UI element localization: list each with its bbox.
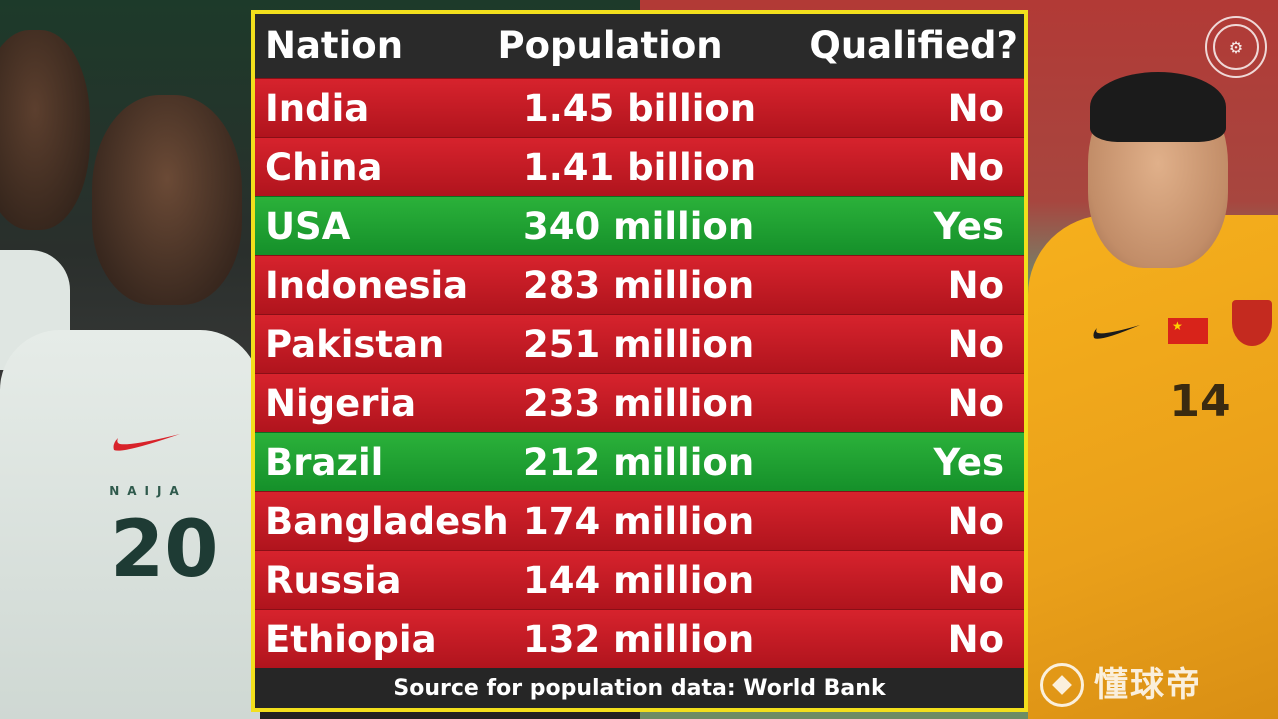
nation-cell: Pakistan <box>265 322 445 366</box>
qualified-cell: No <box>947 86 1004 130</box>
team-crest-icon <box>1232 300 1272 346</box>
population-cell: 251 million <box>523 322 755 366</box>
population-cell: 174 million <box>523 499 755 543</box>
qualified-cell: No <box>947 617 1004 661</box>
swoosh-icon <box>1093 325 1140 339</box>
population-cell: 340 million <box>523 204 755 248</box>
qualified-cell: No <box>947 145 1004 189</box>
table-row: Ethiopia 132 million No <box>255 609 1024 668</box>
qualified-cell: No <box>947 263 1004 307</box>
table-row: Bangladesh 174 million No <box>255 491 1024 550</box>
china-flag-icon: ★ <box>1168 318 1208 344</box>
circular-logo-icon: ⚙ <box>1205 16 1267 78</box>
population-cell: 212 million <box>523 440 755 484</box>
qualified-cell: No <box>947 322 1004 366</box>
swoosh-icon <box>113 434 180 451</box>
table-row: Pakistan 251 million No <box>255 314 1024 373</box>
qualified-cell: Yes <box>933 204 1004 248</box>
nation-cell: Ethiopia <box>265 617 437 661</box>
watermark-text: 懂球帝 <box>1094 665 1202 705</box>
population-cell: 132 million <box>523 617 755 661</box>
nation-cell: India <box>265 86 370 130</box>
qualified-cell: No <box>947 558 1004 602</box>
nation-cell: Russia <box>265 558 402 602</box>
table-header-row: Nation Population Qualified? <box>255 14 1024 78</box>
logo-inner-ring: ⚙ <box>1213 24 1259 70</box>
jersey-number-left: 20 <box>110 505 219 595</box>
player-shirt-nigeria <box>0 330 260 719</box>
jersey-text: NAIJA <box>109 484 187 498</box>
nation-cell: Indonesia <box>265 263 469 307</box>
header-population: Population <box>497 24 723 67</box>
player-silhouette-left-back <box>0 30 90 230</box>
watermark: 懂球帝 <box>1040 660 1270 710</box>
header-qualified: Qualified? <box>809 24 1018 67</box>
population-cell: 1.41 billion <box>523 145 757 189</box>
goalkeeper-kit-china <box>1028 215 1278 719</box>
table-row: USA 340 million Yes <box>255 196 1024 255</box>
football-icon <box>1040 663 1084 707</box>
table-row: China 1.41 billion No <box>255 137 1024 196</box>
nation-cell: Brazil <box>265 440 384 484</box>
nation-cell: Bangladesh <box>265 499 509 543</box>
population-cell: 1.45 billion <box>523 86 757 130</box>
qualified-cell: No <box>947 381 1004 425</box>
jersey-number-right: 14 <box>1169 376 1231 427</box>
goalkeeper-hair <box>1090 72 1226 142</box>
table-row: India 1.45 billion No <box>255 78 1024 137</box>
table-row: Russia 144 million No <box>255 550 1024 609</box>
table-row: Brazil 212 million Yes <box>255 432 1024 491</box>
table-row: Nigeria 233 million No <box>255 373 1024 432</box>
nation-cell: China <box>265 145 383 189</box>
source-footer: Source for population data: World Bank <box>255 668 1024 708</box>
population-cell: 283 million <box>523 263 755 307</box>
nation-cell: USA <box>265 204 351 248</box>
player-head-nigeria <box>92 95 242 305</box>
header-nation: Nation <box>265 24 404 67</box>
table-row: Indonesia 283 million No <box>255 255 1024 314</box>
population-table: Nation Population Qualified? India 1.45 … <box>251 10 1028 712</box>
nation-cell: Nigeria <box>265 381 417 425</box>
population-cell: 144 million <box>523 558 755 602</box>
qualified-cell: No <box>947 499 1004 543</box>
population-cell: 233 million <box>523 381 755 425</box>
qualified-cell: Yes <box>933 440 1004 484</box>
